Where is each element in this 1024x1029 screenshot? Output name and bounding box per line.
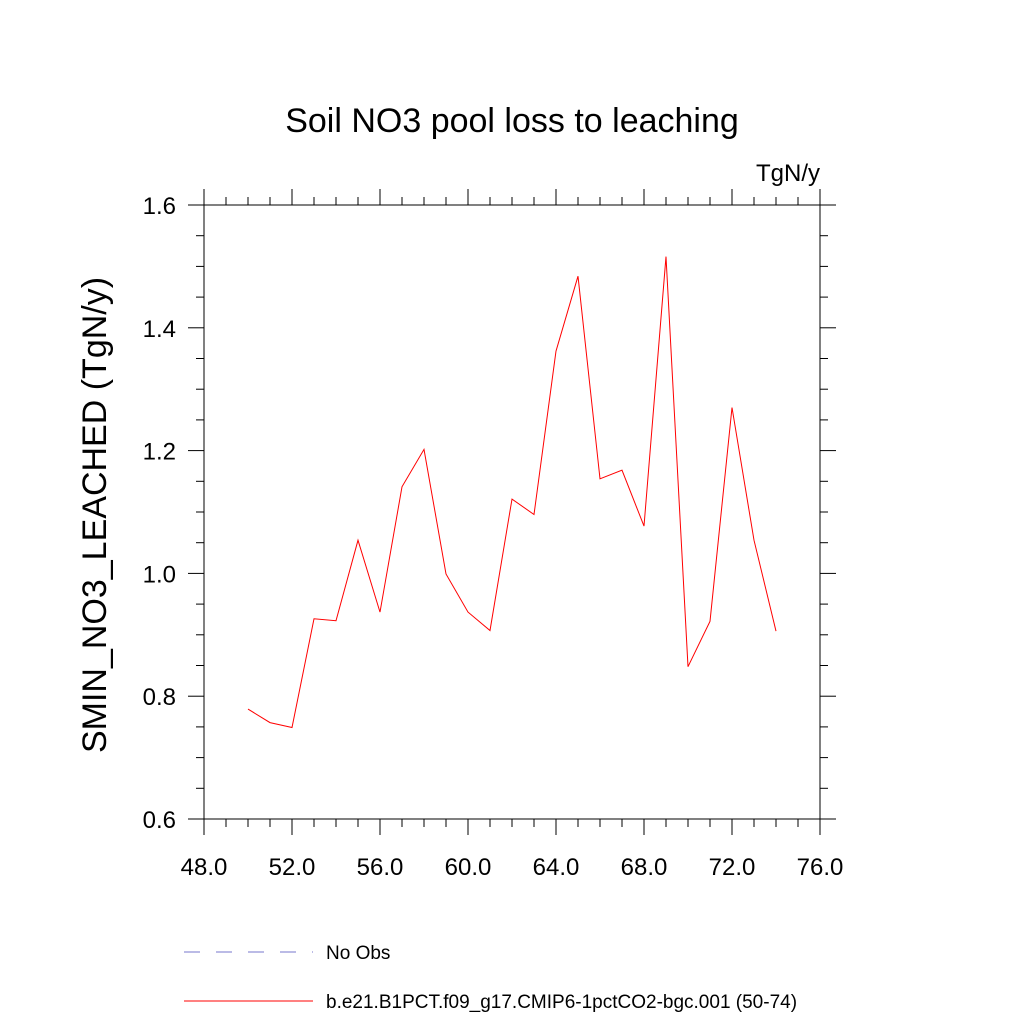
series-layer	[247, 256, 777, 729]
series-line	[247, 256, 777, 729]
y-tick-label: 1.2	[143, 439, 176, 466]
y-tick-label: 1.4	[143, 316, 176, 343]
legend-label: No Obs	[326, 943, 390, 964]
legend: No Obs b.e21.B1PCT.f09_g17.CMIP6-1pctCO2-…	[184, 943, 797, 1013]
y-tick-label: 0.6	[143, 807, 176, 834]
legend-label: b.e21.B1PCT.f09_g17.CMIP6-1pctCO2-bgc.00…	[326, 992, 797, 1013]
axes: 48.0 52.0 56.0 60.0 64.0 68.0 72.0 76.0 0.6 0.8 1.…	[143, 189, 844, 881]
y-axis-label: SMIN_NO3_LEACHED (TgN/y)	[76, 277, 114, 753]
x-tick-label: 72.0	[709, 854, 756, 881]
x-tick-label: 76.0	[797, 854, 844, 881]
y-tick-label: 1.0	[143, 561, 176, 588]
y-tick-label: 1.6	[143, 193, 176, 220]
x-tick-label: 48.0	[181, 854, 228, 881]
plot-frame	[203, 204, 821, 820]
x-tick-label: 60.0	[445, 854, 492, 881]
x-tick-label: 68.0	[621, 854, 668, 881]
chart-title: Soil NO3 pool loss to leaching	[285, 102, 739, 140]
y-tick-label: 0.8	[143, 684, 176, 711]
x-tick-label: 52.0	[269, 854, 316, 881]
units-label: TgN/y	[756, 160, 820, 187]
x-tick-label: 64.0	[533, 854, 580, 881]
x-tick-label: 56.0	[357, 854, 404, 881]
